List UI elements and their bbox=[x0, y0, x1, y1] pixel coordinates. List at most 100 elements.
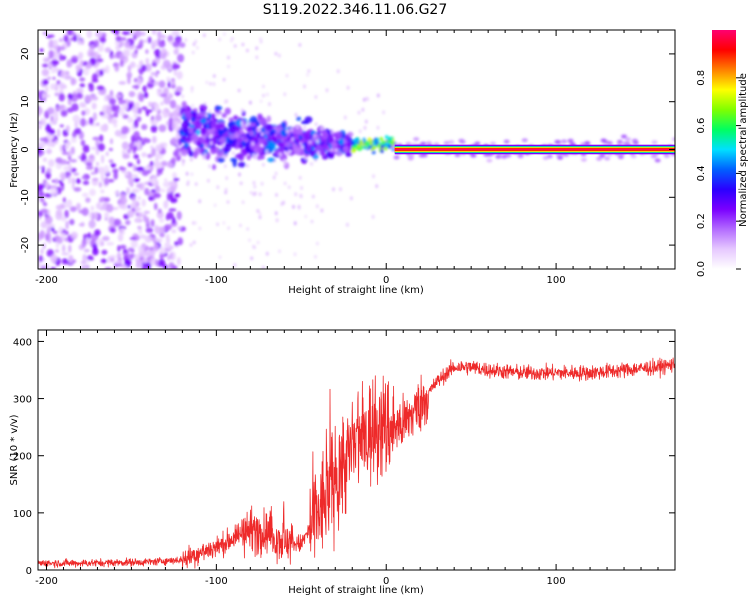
spectrogram-cell bbox=[153, 103, 160, 113]
spectrogram-cell bbox=[89, 188, 96, 197]
spectrogram-cell bbox=[126, 148, 132, 154]
spectrogram-cell bbox=[128, 256, 134, 260]
spectrogram-cell bbox=[90, 44, 95, 48]
spectrogram-cell bbox=[257, 128, 261, 133]
spectrogram-cell bbox=[98, 134, 104, 142]
spectrogram-cell bbox=[542, 155, 549, 160]
spectrogram-cell bbox=[110, 163, 117, 168]
spectrogram-y-ticks: -20 -10 0 10 20 bbox=[20, 48, 675, 253]
spectrogram-cell bbox=[259, 39, 263, 44]
spectrogram-cell bbox=[141, 264, 147, 269]
spectrogram-cell bbox=[474, 141, 481, 146]
spectrogram-cell bbox=[238, 172, 241, 177]
spectrogram-cell bbox=[150, 119, 159, 126]
spectrogram-cell bbox=[60, 110, 68, 117]
spectrogram-cell bbox=[235, 119, 243, 127]
spectrogram-cell bbox=[118, 167, 127, 171]
spectrogram-cell bbox=[180, 148, 188, 157]
spectrogram-cell bbox=[124, 258, 132, 267]
spectrogram-cell bbox=[48, 50, 54, 59]
spectrogram-cell bbox=[58, 226, 64, 232]
spectrogram-cell bbox=[296, 125, 300, 130]
spectrogram-cell bbox=[223, 127, 228, 132]
spectrogram-cell bbox=[383, 146, 388, 151]
spectrogram-cell bbox=[42, 202, 48, 207]
spectrogram-cell bbox=[63, 202, 69, 208]
spectrogram-cell bbox=[81, 176, 87, 180]
spectrogram-cell bbox=[265, 92, 269, 97]
spectrogram-cell bbox=[190, 172, 194, 176]
spectrogram-cell bbox=[38, 261, 41, 269]
spectrogram-cell bbox=[216, 123, 225, 129]
spectrogram-cell bbox=[315, 204, 319, 209]
spectrogram-cell bbox=[145, 57, 150, 65]
spectrogram-cell bbox=[80, 265, 85, 269]
spectrogram-cell bbox=[208, 134, 212, 139]
spectrogram-cell bbox=[78, 209, 87, 214]
spectrogram-cell bbox=[346, 85, 350, 90]
spectrogram-cell bbox=[92, 51, 99, 59]
spectrogram-cell bbox=[190, 86, 194, 91]
spectrogram-cell bbox=[224, 154, 228, 158]
spectrogram-cell bbox=[41, 68, 50, 77]
spectrogram-cell bbox=[213, 203, 217, 207]
spectrogram-cell bbox=[155, 114, 162, 122]
spectrogram-cell bbox=[164, 224, 172, 231]
spectrogram-cell bbox=[109, 98, 116, 105]
spectrogram-cell bbox=[48, 142, 55, 147]
spectrogram-cell bbox=[304, 214, 308, 219]
spectrogram-cell bbox=[48, 39, 54, 49]
spectrogram-cell bbox=[139, 31, 146, 36]
spectrogram-cell bbox=[54, 234, 60, 242]
spectrogram-cell bbox=[121, 141, 129, 150]
spectrogram-cell bbox=[314, 254, 317, 259]
spectrogram-cell bbox=[129, 61, 136, 69]
spectrogram-cell bbox=[631, 138, 638, 143]
spectrogram-cell bbox=[74, 127, 82, 135]
spectrogram-cell bbox=[236, 137, 244, 144]
spectrogram-cell bbox=[222, 32, 226, 36]
spectrogram-cell bbox=[358, 129, 362, 134]
spectrogram-cell bbox=[65, 220, 69, 230]
colorbar-tick-label: 0.6 bbox=[696, 118, 707, 134]
spectrogram-cell bbox=[38, 141, 46, 148]
spectrogram-cell bbox=[222, 77, 226, 82]
spectrogram-cell bbox=[106, 106, 113, 115]
spectrogram-cell bbox=[104, 266, 112, 269]
spectrogram-cell bbox=[135, 216, 142, 222]
spectrogram-cell bbox=[654, 158, 661, 163]
spectrogram-image bbox=[38, 30, 675, 269]
spectrogram-cell bbox=[82, 66, 90, 76]
spectrogram-cell bbox=[61, 244, 66, 253]
spectrogram-cell bbox=[154, 259, 159, 267]
spectrogram-cell bbox=[175, 193, 181, 198]
spectrogram-cell bbox=[144, 109, 153, 113]
spectrogram-cell bbox=[114, 129, 122, 137]
spectrogram-cell bbox=[121, 126, 129, 135]
spectrogram-cell bbox=[345, 222, 349, 227]
spectrogram-cell bbox=[128, 90, 136, 98]
spectrogram-cell bbox=[155, 144, 163, 153]
spectrogram-cell bbox=[375, 184, 379, 189]
spectrogram-cell bbox=[52, 230, 58, 234]
spectrogram-cell bbox=[376, 93, 380, 98]
spectrogram-cell bbox=[42, 242, 46, 250]
spectrogram-cell bbox=[192, 240, 196, 245]
spectrogram-cell bbox=[162, 59, 171, 68]
spectrogram-cell bbox=[133, 154, 139, 159]
spectrogram-cell bbox=[39, 48, 44, 53]
spectrogram-cell bbox=[247, 121, 251, 126]
spectrogram-cell bbox=[227, 64, 230, 69]
spectrogram-cell bbox=[128, 102, 133, 111]
spectrogram-cell bbox=[65, 125, 70, 133]
spectrogram-cell bbox=[145, 216, 150, 225]
spectrogram-cell bbox=[91, 73, 98, 82]
spectrogram-cell bbox=[52, 76, 56, 80]
spectrogram-cell bbox=[77, 52, 83, 60]
spectrogram-cell bbox=[88, 117, 94, 125]
spectrogram-cell bbox=[242, 149, 247, 157]
spectrogram-cell bbox=[60, 69, 66, 79]
spectrogram-cell bbox=[176, 257, 181, 266]
spectrogram-cell bbox=[298, 176, 302, 180]
spectrogram-cell bbox=[134, 145, 138, 151]
